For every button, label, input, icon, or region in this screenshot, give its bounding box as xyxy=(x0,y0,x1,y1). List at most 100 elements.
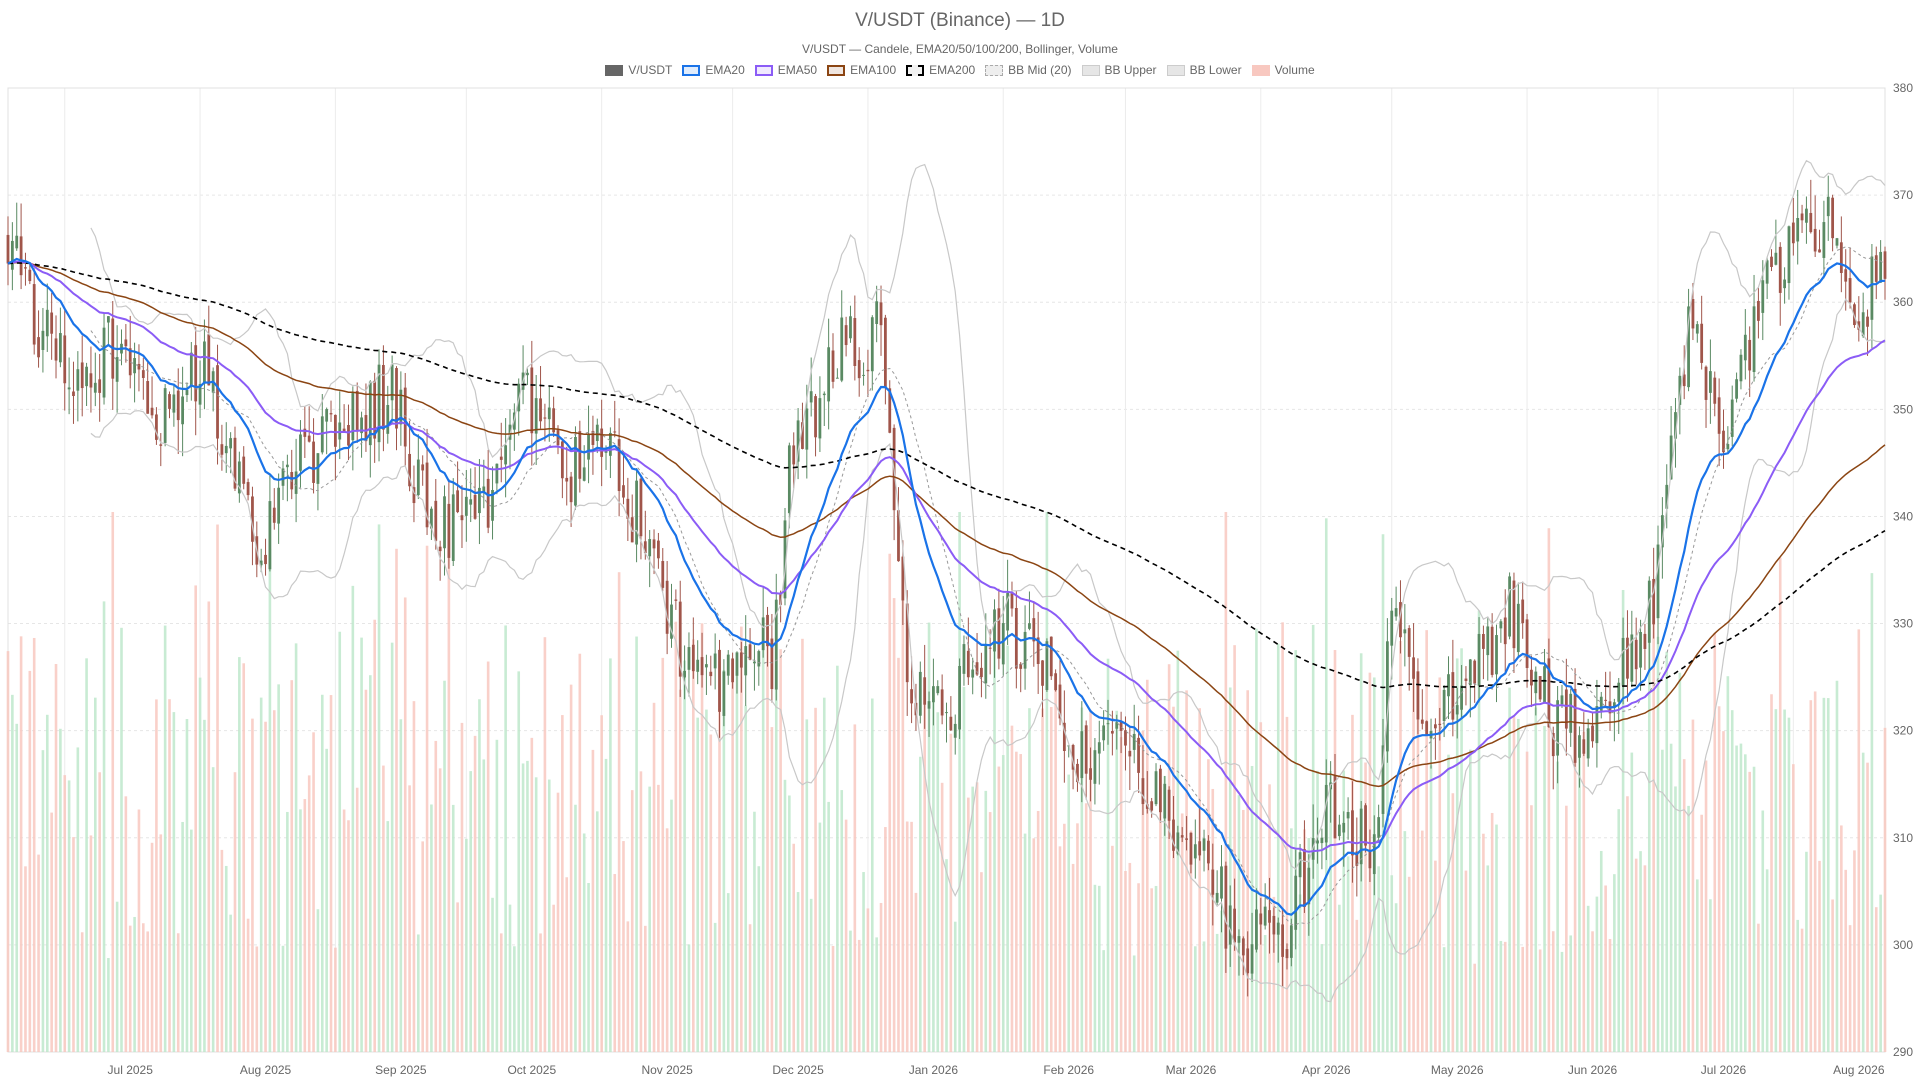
volume-bar xyxy=(853,724,857,1052)
candle-body xyxy=(1119,721,1123,731)
candle-body xyxy=(530,367,534,434)
candle-body xyxy=(552,408,556,433)
volume-bar xyxy=(1695,879,1699,1052)
candle-body xyxy=(159,444,163,446)
legend-item-ema50[interactable]: EMA50 xyxy=(754,63,817,77)
x-tick-label: Mar 2026 xyxy=(1166,1063,1217,1077)
volume-bar xyxy=(630,790,634,1052)
volume-bar xyxy=(975,782,979,1052)
x-tick-label: May 2026 xyxy=(1431,1063,1484,1077)
volume-bar xyxy=(93,697,97,1052)
volume-bar xyxy=(870,698,874,1052)
candle-body xyxy=(547,407,551,420)
candle-body xyxy=(1246,948,1250,974)
volume-bar xyxy=(600,715,603,1052)
candle-body xyxy=(1704,366,1708,400)
volume-bar xyxy=(661,657,665,1052)
legend-item-ema200[interactable]: EMA200 xyxy=(906,63,975,77)
candle-body xyxy=(203,341,206,384)
legend-label: EMA200 xyxy=(929,63,976,77)
candle-body xyxy=(1241,938,1245,956)
candle-body xyxy=(801,422,804,449)
volume-bar xyxy=(526,760,529,1052)
candle-body xyxy=(1124,730,1127,746)
volume-bar xyxy=(89,835,93,1052)
candle-body xyxy=(24,267,27,269)
volume-bar xyxy=(692,639,695,1052)
candle-body xyxy=(1499,621,1503,629)
volume-bar xyxy=(753,811,756,1052)
volume-bar xyxy=(1490,812,1494,1052)
candle-body xyxy=(787,445,791,514)
legend-item-ema100[interactable]: EMA100 xyxy=(827,63,896,77)
volume-bar xyxy=(1726,676,1730,1052)
legend-label: BB Upper xyxy=(1104,63,1157,77)
volume-bar xyxy=(1844,869,1848,1052)
candle-body xyxy=(189,352,193,387)
volume-bar xyxy=(1682,759,1686,1052)
y-tick-label: 360 xyxy=(1893,295,1913,309)
legend-item-v-usdt[interactable]: V/USDT xyxy=(605,63,672,77)
candle-body xyxy=(373,380,377,439)
volume-bar xyxy=(1831,899,1834,1052)
volume-bar xyxy=(233,772,237,1052)
legend-swatch xyxy=(906,64,925,76)
candle-body xyxy=(1617,682,1621,702)
volume-bar xyxy=(1582,731,1586,1052)
candle-body xyxy=(93,382,97,393)
volume-bar xyxy=(1390,875,1394,1052)
volume-bar xyxy=(1071,863,1075,1052)
legend-item-bb-upper[interactable]: BB Upper xyxy=(1081,63,1157,77)
legend-label: V/USDT xyxy=(628,63,673,77)
legend-item-ema20[interactable]: EMA20 xyxy=(682,63,745,77)
x-tick-label: Jul 2025 xyxy=(108,1063,154,1077)
y-tick-label: 340 xyxy=(1893,509,1913,523)
volume-bar xyxy=(513,946,516,1052)
volume-bar xyxy=(1049,706,1053,1052)
candle-body xyxy=(1857,321,1861,330)
volume-bar xyxy=(1547,528,1551,1052)
legend-label: EMA20 xyxy=(705,63,745,77)
candle-body xyxy=(1207,840,1210,864)
volume-bar xyxy=(805,719,809,1052)
candle-body xyxy=(299,434,302,471)
candle-body xyxy=(661,561,665,588)
volume-bar xyxy=(1023,833,1027,1052)
volume-bar xyxy=(1661,749,1664,1052)
candle-body xyxy=(761,617,765,651)
volume-bar xyxy=(32,637,36,1052)
volume-bar xyxy=(486,661,490,1052)
volume-bar xyxy=(1141,730,1145,1052)
legend-item-bb-lower[interactable]: BB Lower xyxy=(1166,63,1242,77)
candle-body xyxy=(1730,399,1734,437)
candle-body xyxy=(1141,778,1145,805)
volume-bar xyxy=(1604,885,1607,1052)
candle-body xyxy=(1364,805,1367,846)
volume-bar xyxy=(220,849,224,1052)
ema50-line xyxy=(7,260,1886,853)
volume-bar xyxy=(190,829,193,1052)
candle-body xyxy=(1041,660,1044,686)
candle-body xyxy=(1853,304,1856,326)
candle-body xyxy=(133,358,136,374)
volume-bar xyxy=(1608,938,1612,1052)
volume-bar xyxy=(229,914,232,1052)
candle-body xyxy=(181,396,184,425)
candle-body xyxy=(718,649,721,712)
volume-bar xyxy=(1765,869,1769,1052)
volume-bar xyxy=(1809,700,1813,1052)
legend-item-volume[interactable]: Volume xyxy=(1251,63,1315,77)
legend-item-bb-mid-20-[interactable]: BB Mid (20) xyxy=(985,63,1072,77)
volume-bar xyxy=(1774,709,1778,1052)
candle-body xyxy=(1442,689,1446,722)
volume-bar xyxy=(1512,716,1516,1052)
candle-body xyxy=(456,490,460,513)
volume-bar xyxy=(1643,865,1647,1052)
candle-body xyxy=(1757,300,1760,321)
candle-body xyxy=(1761,280,1765,313)
volume-bar xyxy=(1364,762,1367,1052)
volume-bar xyxy=(857,939,861,1052)
candle-body xyxy=(242,456,246,484)
volume-bar xyxy=(465,838,468,1052)
